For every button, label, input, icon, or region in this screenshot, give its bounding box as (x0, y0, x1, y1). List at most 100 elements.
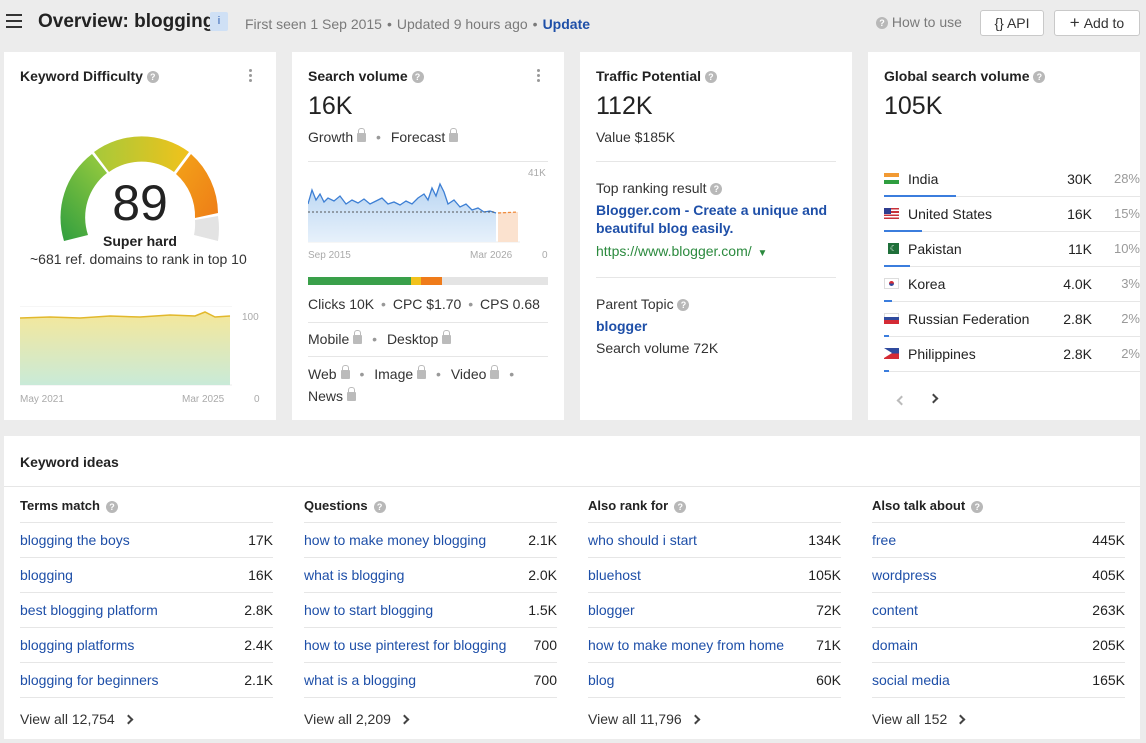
next-page-button[interactable] (924, 390, 939, 408)
idea-term-link[interactable]: how to start blogging (304, 602, 434, 618)
idea-term-link[interactable]: domain (872, 637, 918, 653)
idea-row[interactable]: domain 205K (872, 628, 1125, 663)
idea-term-link[interactable]: best blogging platform (20, 602, 158, 618)
country-row[interactable]: Russian Federation 2.8K 2% (884, 302, 1140, 337)
idea-row[interactable]: how to use pinterest for blogging 700 (304, 628, 557, 663)
view-all-link[interactable]: View all 12,754 (20, 711, 134, 727)
help-icon[interactable]: ? (677, 299, 690, 312)
gauge-segment-hard (176, 154, 218, 218)
idea-row[interactable]: free 445K (872, 523, 1125, 558)
idea-volume: 2.4K (244, 637, 273, 653)
country-share: 2% (1121, 311, 1140, 326)
idea-row[interactable]: what is a blogging 700 (304, 663, 557, 698)
idea-row[interactable]: how to make money from home 71K (588, 628, 841, 663)
idea-row[interactable]: what is blogging 2.0K (304, 558, 557, 593)
idea-term-link[interactable]: blogging (20, 567, 73, 583)
top-ranking-url-text: https://www.blogger.com/ (596, 243, 752, 259)
idea-term-link[interactable]: blogger (588, 602, 635, 618)
how-to-use-link[interactable]: ? How to use (876, 14, 962, 30)
country-row[interactable]: Korea 4.0K 3% (884, 267, 1140, 302)
idea-row[interactable]: who should i start 134K (588, 523, 841, 558)
api-button[interactable]: {} API (980, 10, 1044, 36)
idea-row[interactable]: bluehost 105K (588, 558, 841, 593)
help-icon[interactable]: ? (704, 71, 717, 84)
idea-row[interactable]: how to make money blogging 2.1K (304, 523, 557, 558)
country-name: Pakistan (908, 241, 962, 257)
difficulty-history-chart (20, 306, 232, 386)
idea-row[interactable]: blogging the boys 17K (20, 523, 273, 558)
idea-term-link[interactable]: free (872, 532, 897, 548)
idea-volume: 1.5K (528, 602, 557, 618)
top-ranking-title-link[interactable]: Blogger.com - Create a unique and beauti… (596, 202, 828, 236)
help-icon[interactable]: ? (674, 500, 687, 513)
idea-term-link[interactable]: what is blogging (304, 567, 405, 583)
idea-row[interactable]: wordpress 405K (872, 558, 1125, 593)
idea-row[interactable]: blogger 72K (588, 593, 841, 628)
view-all-link[interactable]: View all 11,796 (588, 711, 701, 727)
idea-term-link[interactable]: how to make money blogging (304, 532, 487, 548)
idea-term-link[interactable]: blogging for beginners (20, 672, 159, 688)
add-to-button[interactable]: + Add to (1054, 10, 1140, 36)
global-volume-value: 105K (884, 92, 943, 120)
idea-term-link[interactable]: wordpress (872, 567, 937, 583)
us-flag-icon (884, 208, 899, 219)
idea-row[interactable]: blogging for beginners 2.1K (20, 663, 273, 698)
help-icon[interactable]: ? (411, 71, 424, 84)
idea-row[interactable]: blogging platforms 2.4K (20, 628, 273, 663)
idea-row[interactable]: content 263K (872, 593, 1125, 628)
help-icon[interactable]: ? (105, 500, 118, 513)
update-link[interactable]: Update (542, 16, 591, 32)
idea-row[interactable]: how to start blogging 1.5K (304, 593, 557, 628)
country-row[interactable]: India 30K 28% (884, 162, 1140, 197)
more-options-icon[interactable] (249, 69, 253, 83)
lock-icon (357, 128, 367, 142)
tp-title: Traffic Potential (596, 68, 702, 84)
help-icon[interactable]: ? (373, 500, 386, 513)
country-row[interactable]: ☾ Pakistan 11K 10% (884, 232, 1140, 267)
keyword-ideas-title: Keyword ideas (20, 454, 119, 470)
intent-segment (442, 277, 548, 285)
kd-title: Keyword Difficulty (20, 68, 143, 84)
difficulty-area (20, 312, 230, 385)
idea-term-link[interactable]: blogging platforms (20, 637, 135, 653)
idea-term-link[interactable]: blog (588, 672, 615, 688)
caret-down-icon[interactable]: ▼ (757, 248, 768, 259)
idea-volume: 71K (816, 637, 841, 653)
country-share: 28% (1113, 171, 1140, 186)
idea-row[interactable]: social media 165K (872, 663, 1125, 698)
idea-volume: 2.0K (528, 567, 557, 583)
idea-term-link[interactable]: who should i start (588, 532, 697, 548)
view-all-link[interactable]: View all 152 (872, 711, 966, 727)
menu-icon[interactable] (6, 14, 22, 28)
country-row[interactable]: United States 16K 15% (884, 197, 1140, 232)
idea-row[interactable]: blog 60K (588, 663, 841, 698)
divider (596, 161, 836, 162)
lock-icon (417, 365, 427, 379)
clicks-value: Clicks 10K (308, 296, 375, 312)
help-icon[interactable]: ? (1033, 71, 1046, 84)
idea-term-link[interactable]: blogging the boys (20, 532, 130, 548)
idea-term-link[interactable]: bluehost (588, 567, 641, 583)
idea-term-link[interactable]: how to make money from home (588, 637, 785, 653)
top-ranking-url[interactable]: https://www.blogger.com/ ▼ (596, 243, 767, 259)
idea-term-link[interactable]: social media (872, 672, 950, 688)
idea-volume: 72K (816, 602, 841, 618)
view-all-link[interactable]: View all 2,209 (304, 711, 410, 727)
parent-topic-link[interactable]: blogger (596, 318, 648, 334)
idea-row[interactable]: best blogging platform 2.8K (20, 593, 273, 628)
help-icon[interactable]: ? (971, 500, 984, 513)
info-badge[interactable]: i (210, 12, 228, 31)
country-row[interactable]: Philippines 2.8K 2% (884, 337, 1140, 372)
idea-volume: 16K (248, 567, 273, 583)
prev-page-button[interactable] (896, 391, 907, 409)
idea-term-link[interactable]: how to use pinterest for blogging (304, 637, 507, 653)
more-options-icon[interactable] (537, 69, 541, 83)
idea-term-link[interactable]: content (872, 602, 918, 618)
help-icon[interactable]: ? (146, 71, 159, 84)
idea-term-link[interactable]: what is a blogging (304, 672, 417, 688)
card-title: Traffic Potential ? (596, 68, 717, 84)
lock-icon (353, 330, 363, 344)
idea-volume: 17K (248, 532, 273, 548)
help-icon[interactable]: ? (710, 183, 723, 196)
idea-row[interactable]: blogging 16K (20, 558, 273, 593)
